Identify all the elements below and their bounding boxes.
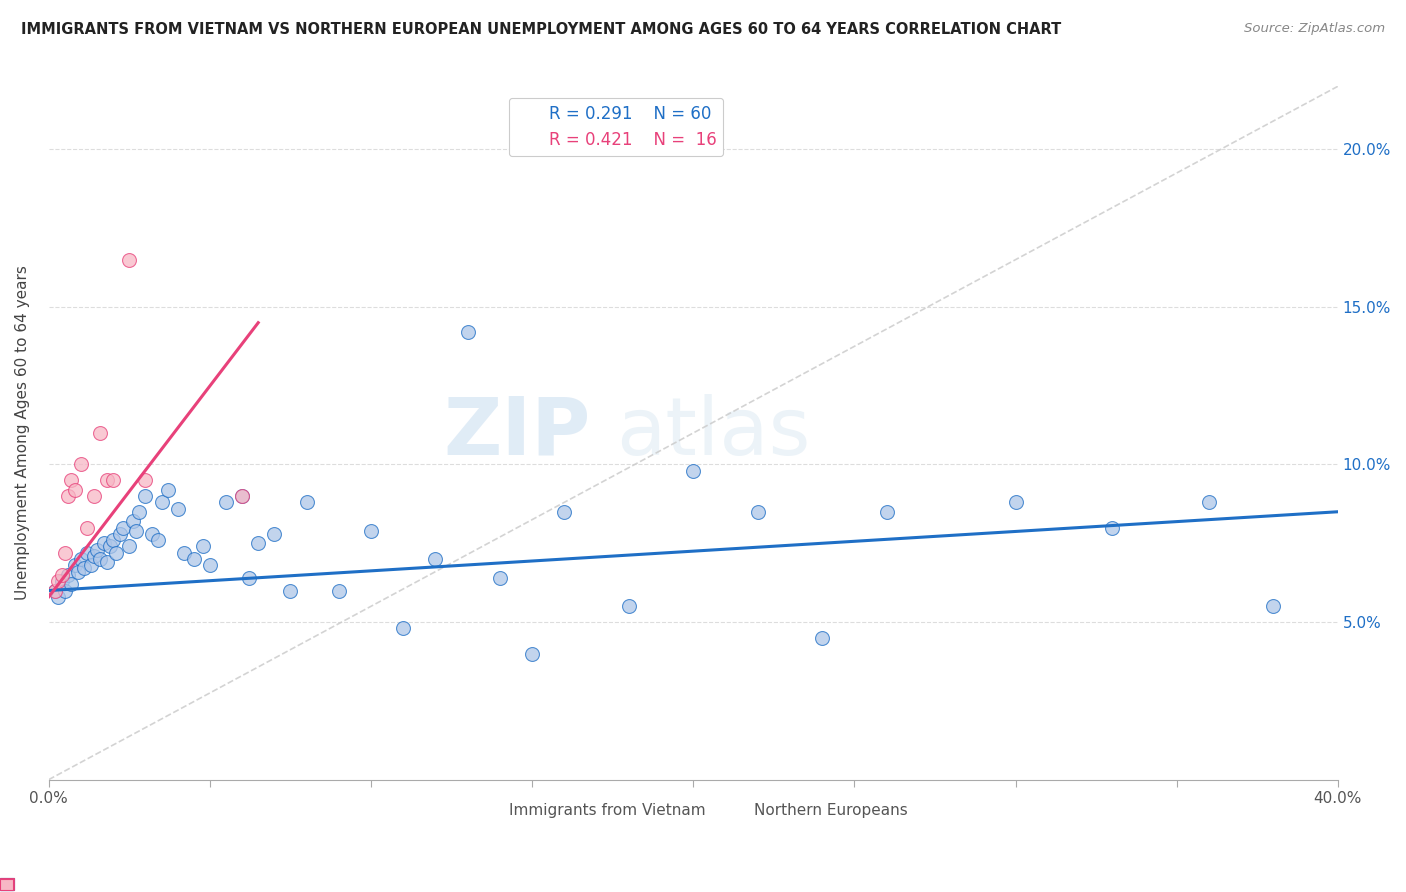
Point [811, 631, 834, 645]
Point [125, 524, 148, 538]
Text: ZIP: ZIP [443, 394, 591, 472]
Point [86, 542, 108, 557]
Point [83, 549, 105, 563]
Point [553, 505, 575, 519]
Point [360, 524, 382, 538]
Point [44, 583, 66, 598]
Point [53, 546, 76, 560]
Point [70, 458, 93, 472]
Text: Source: ZipAtlas.com: Source: ZipAtlas.com [1244, 22, 1385, 36]
Point [83, 489, 105, 503]
Point [103, 473, 125, 487]
Point [231, 489, 253, 503]
Point [89, 552, 111, 566]
Point [183, 552, 205, 566]
Point [150, 495, 173, 509]
Point [198, 558, 221, 573]
Point [489, 571, 512, 585]
Point [128, 505, 150, 519]
Point [76, 546, 98, 560]
Point [1004, 495, 1026, 509]
Point [121, 514, 143, 528]
Point [617, 599, 640, 614]
Point [156, 483, 179, 497]
Point [148, 533, 170, 548]
Point [263, 526, 285, 541]
Point [63, 558, 86, 573]
Point [53, 583, 76, 598]
Point [51, 567, 73, 582]
Point [134, 489, 156, 503]
Point [328, 583, 350, 598]
Point [392, 621, 415, 635]
Point [76, 520, 98, 534]
Point [51, 574, 73, 588]
Point [682, 464, 704, 478]
Y-axis label: Unemployment Among Ages 60 to 64 years: Unemployment Among Ages 60 to 64 years [15, 266, 30, 600]
Point [247, 536, 270, 550]
Point [60, 577, 83, 591]
Point [118, 540, 141, 554]
Point [118, 252, 141, 267]
Legend: Immigrants from Vietnam, Northern Europeans: Immigrants from Vietnam, Northern Europe… [472, 796, 914, 824]
Point [98, 540, 121, 554]
Point [238, 571, 260, 585]
Point [66, 565, 89, 579]
Point [425, 552, 447, 566]
Point [103, 533, 125, 548]
Text: atlas: atlas [616, 394, 810, 472]
Point [73, 561, 96, 575]
Point [56, 489, 79, 503]
Point [457, 325, 479, 339]
Point [1263, 599, 1285, 614]
Point [79, 558, 101, 573]
Point [111, 520, 134, 534]
Point [60, 473, 83, 487]
Point [231, 489, 253, 503]
Point [63, 483, 86, 497]
Point [173, 546, 195, 560]
Point [44, 583, 66, 598]
Point [280, 583, 302, 598]
Point [747, 505, 769, 519]
Point [108, 526, 131, 541]
Point [876, 505, 898, 519]
Point [48, 574, 70, 588]
Point [48, 590, 70, 604]
Point [141, 526, 163, 541]
Point [93, 536, 115, 550]
Point [166, 501, 188, 516]
Point [105, 546, 128, 560]
Point [56, 567, 79, 582]
Point [96, 473, 118, 487]
Point [1198, 495, 1220, 509]
Point [134, 473, 156, 487]
Point [193, 540, 215, 554]
Point [96, 555, 118, 569]
Point [520, 647, 543, 661]
Text: IMMIGRANTS FROM VIETNAM VS NORTHERN EUROPEAN UNEMPLOYMENT AMONG AGES 60 TO 64 YE: IMMIGRANTS FROM VIETNAM VS NORTHERN EURO… [21, 22, 1062, 37]
Point [215, 495, 238, 509]
Point [1101, 520, 1123, 534]
Point [70, 552, 93, 566]
Point [295, 495, 318, 509]
Point [89, 425, 111, 440]
